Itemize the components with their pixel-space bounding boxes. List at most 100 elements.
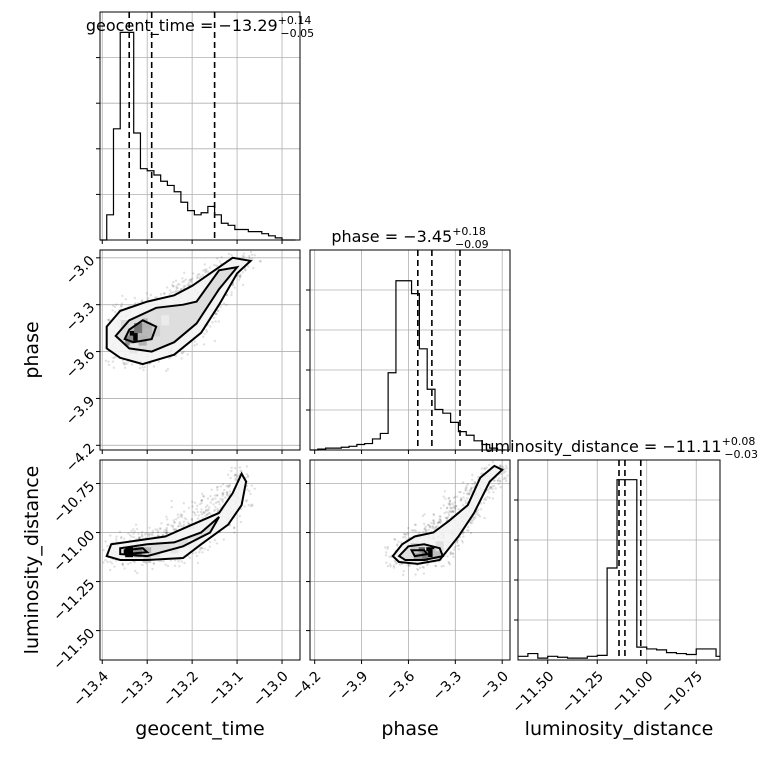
scatter-point <box>182 286 185 290</box>
scatter-point <box>183 284 187 288</box>
scatter-point <box>501 466 505 469</box>
scatter-point <box>201 516 204 520</box>
scatter-point <box>498 479 502 483</box>
scatter-point <box>175 286 178 290</box>
scatter-point <box>182 285 185 288</box>
scatter-point <box>121 564 125 567</box>
scatter-point <box>464 499 467 502</box>
scatter-point <box>201 551 204 554</box>
scatter-point <box>449 510 452 513</box>
scatter-point <box>165 526 169 530</box>
scatter-point <box>408 564 411 567</box>
scatter-point <box>482 501 486 505</box>
scatter-point <box>196 275 199 278</box>
scatter-point <box>172 280 175 284</box>
scatter-point <box>203 547 206 550</box>
scatter-point <box>159 559 163 563</box>
scatter-point <box>182 520 186 523</box>
scatter-point <box>195 507 198 511</box>
scatter-point <box>194 513 197 517</box>
scatter-point <box>147 297 150 300</box>
scatter-point <box>180 513 184 517</box>
scatter-point <box>157 530 160 533</box>
scatter-point <box>238 515 242 518</box>
scatter-point <box>385 551 388 554</box>
scatter-point <box>158 527 162 530</box>
y-axis-label-luminosity_distance: luminosity_distance <box>21 466 43 655</box>
scatter-point <box>452 548 456 551</box>
scatter-point <box>424 528 428 532</box>
scatter-point <box>407 526 410 530</box>
scatter-point <box>132 536 136 539</box>
scatter-point <box>434 526 438 529</box>
scatter-point <box>214 505 217 509</box>
scatter-point <box>172 285 175 288</box>
scatter-point <box>165 531 168 534</box>
scatter-point <box>259 260 262 263</box>
scatter-point <box>445 516 449 520</box>
scatter-point <box>502 478 505 481</box>
scatter-point <box>198 503 202 506</box>
scatter-point <box>466 529 469 532</box>
scatter-point <box>414 523 417 526</box>
scatter-point <box>222 538 225 541</box>
scatter-point <box>130 530 133 533</box>
scatter-point <box>208 545 211 548</box>
scatter-point <box>250 503 253 506</box>
contour-line <box>114 265 240 353</box>
scatter-point <box>179 522 182 525</box>
density-cell <box>420 551 429 562</box>
scatter-point <box>217 320 220 323</box>
scatter-point <box>177 560 180 563</box>
y-tick-label: −4.2 <box>63 440 98 475</box>
scatter-point <box>446 506 449 509</box>
scatter-point <box>234 473 237 477</box>
scatter-point <box>450 510 453 513</box>
scatter-point <box>437 520 441 524</box>
scatter-point <box>127 532 130 535</box>
scatter-point <box>188 279 191 282</box>
scatter-point <box>467 529 470 532</box>
scatter-point <box>138 535 141 539</box>
y-axis-label-phase: phase <box>21 321 43 378</box>
panel-title-geocent_time: geocent_time = −13.29+0.14 −0.05 <box>86 14 314 40</box>
scatter-point <box>448 503 451 506</box>
scatter-point <box>166 518 169 521</box>
scatter-point <box>484 498 488 501</box>
scatter-point <box>138 536 141 540</box>
scatter-point <box>502 471 506 474</box>
scatter-point <box>486 495 489 499</box>
scatter-point <box>162 530 166 533</box>
scatter-point <box>102 548 105 552</box>
scatter-point <box>164 532 168 535</box>
scatter-point <box>440 521 443 524</box>
scatter-point <box>498 477 501 480</box>
scatter-point <box>394 560 397 563</box>
scatter-point <box>468 489 471 493</box>
scatter-point <box>436 525 439 528</box>
scatter-point <box>461 504 465 507</box>
scatter-point <box>452 555 455 558</box>
scatter-point <box>221 498 225 501</box>
x-tick-label: −13.0 <box>250 668 292 710</box>
scatter-point <box>483 516 486 520</box>
scatter-point <box>216 507 219 511</box>
scatter-point <box>432 525 435 529</box>
scatter-point <box>223 488 226 492</box>
scatter-point <box>245 473 249 476</box>
scatter-point <box>438 521 442 524</box>
scatter-point <box>182 350 185 353</box>
scatter-point <box>230 254 233 257</box>
scatter-point <box>438 520 441 523</box>
scatter-point <box>402 532 406 536</box>
scatter-point <box>183 561 186 565</box>
scatter-point <box>474 516 477 519</box>
scatter-point <box>251 257 254 261</box>
scatter-point <box>181 351 184 355</box>
scatter-point <box>434 526 437 529</box>
scatter-point <box>179 513 183 516</box>
panel-frame <box>517 459 721 661</box>
scatter-point <box>233 531 236 534</box>
scatter-point <box>176 516 180 519</box>
scatter-point <box>212 316 216 320</box>
